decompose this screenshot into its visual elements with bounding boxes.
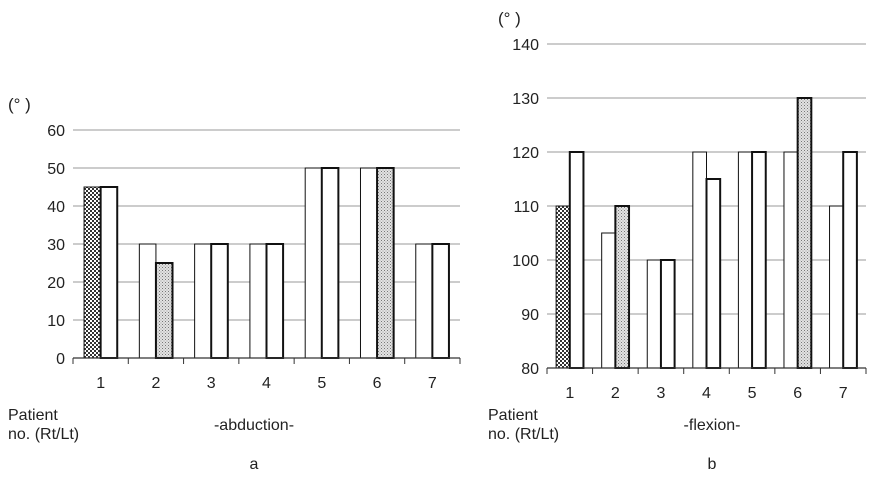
- x-tick-labels: 1 2 3 4 5 6 7: [565, 385, 847, 402]
- bar-series1-patient-7: [415, 243, 433, 359]
- x-tick-label: 6: [373, 375, 382, 392]
- x-tick-label: 7: [839, 385, 848, 402]
- x-tick-label: 3: [207, 375, 216, 392]
- y-tick-label: 0: [56, 351, 65, 368]
- y-axis-unit-label: (° ): [8, 95, 31, 114]
- bar-series1-patient-3: [646, 259, 662, 369]
- y-tick-label: 30: [47, 237, 65, 254]
- bar-series2-patient-3: [210, 243, 229, 359]
- y-tick-label: 10: [47, 313, 65, 330]
- y-axis-unit-label: (° ): [498, 9, 521, 28]
- chart-title: -flexion-: [684, 417, 741, 434]
- x-tick-label: 2: [151, 375, 160, 392]
- chart-abduction: (° ) 0 10 20 30 40 50 60 1 2 3 4 5 6 7 Patient no. (R…: [8, 95, 461, 473]
- y-tick-label: 20: [47, 275, 65, 292]
- bar-series2-patient-7: [431, 243, 450, 359]
- bar-series1-patient-5: [737, 151, 753, 369]
- y-tick-label: 50: [47, 161, 65, 178]
- x-axis-label: Patient no. (Rt/Lt): [8, 407, 79, 443]
- bar-series2-patient-1: [99, 186, 119, 359]
- y-tick-label: 110: [513, 199, 539, 216]
- y-tick-label: 60: [47, 123, 65, 140]
- y-tick-label: 140: [512, 37, 539, 54]
- y-tick-label: 100: [512, 253, 539, 270]
- bars: [555, 97, 858, 369]
- bar-series1-patient-2: [138, 243, 157, 359]
- bars: [83, 167, 450, 359]
- bar-series1-patient-7: [829, 205, 844, 369]
- chart-title: -abduction-: [214, 417, 294, 434]
- x-tick-label: 4: [262, 375, 271, 392]
- bar-series1-patient-6: [359, 167, 378, 359]
- x-tick-label: 6: [793, 385, 802, 402]
- bar-series2-patient-3: [659, 259, 676, 369]
- x-tick-label: 2: [611, 385, 620, 402]
- bar-series2-patient-4: [705, 178, 722, 369]
- bar-series1-patient-1: [555, 205, 571, 369]
- x-axis-label: Patient no. (Rt/Lt): [488, 407, 559, 443]
- bar-series1-patient-2: [601, 232, 616, 369]
- y-tick-label: 120: [512, 145, 539, 162]
- panel-label: b: [708, 456, 717, 473]
- bar-series2-patient-7: [842, 151, 858, 369]
- x-axis: [72, 357, 461, 364]
- panel-label: a: [250, 456, 259, 473]
- y-tick-labels: 80 90 100 110 120 130 140: [512, 37, 539, 378]
- bar-series1-patient-6: [783, 151, 799, 369]
- bar-series2-patient-2: [154, 262, 174, 359]
- bar-series1-patient-4: [249, 243, 268, 359]
- bar-series2-patient-2: [614, 205, 631, 369]
- y-tick-label: 40: [47, 199, 65, 216]
- y-tick-labels: 0 10 20 30 40 50 60: [47, 123, 65, 368]
- y-tick-label: 130: [512, 91, 539, 108]
- bar-series1-patient-5: [304, 167, 323, 359]
- x-tick-labels: 1 2 3 4 5 6 7: [96, 375, 437, 392]
- x-tick-label: 5: [748, 385, 757, 402]
- x-tick-label: 4: [702, 385, 711, 402]
- bar-series1-patient-4: [692, 151, 707, 369]
- y-tick-label: 90: [521, 307, 539, 324]
- x-axis: [546, 367, 867, 374]
- x-tick-label: 7: [428, 375, 437, 392]
- bar-series2-patient-5: [320, 167, 340, 359]
- bar-series1-patient-1: [83, 186, 102, 359]
- chart-flexion: (° ) 80 90 100 110 120 130 140 1 2 3 4 5 6 7 Patient…: [488, 9, 867, 473]
- x-tick-label: 3: [656, 385, 665, 402]
- x-tick-label: 1: [96, 375, 105, 392]
- bar-series2-patient-1: [568, 151, 585, 369]
- bar-series2-patient-5: [751, 151, 767, 369]
- x-tick-label: 1: [565, 385, 574, 402]
- x-tick-label: 5: [317, 375, 326, 392]
- y-tick-label: 80: [521, 361, 539, 378]
- bar-series2-patient-6: [376, 167, 395, 359]
- bar-series2-patient-6: [796, 97, 813, 369]
- bar-series2-patient-4: [265, 243, 285, 359]
- bar-series1-patient-3: [194, 243, 212, 359]
